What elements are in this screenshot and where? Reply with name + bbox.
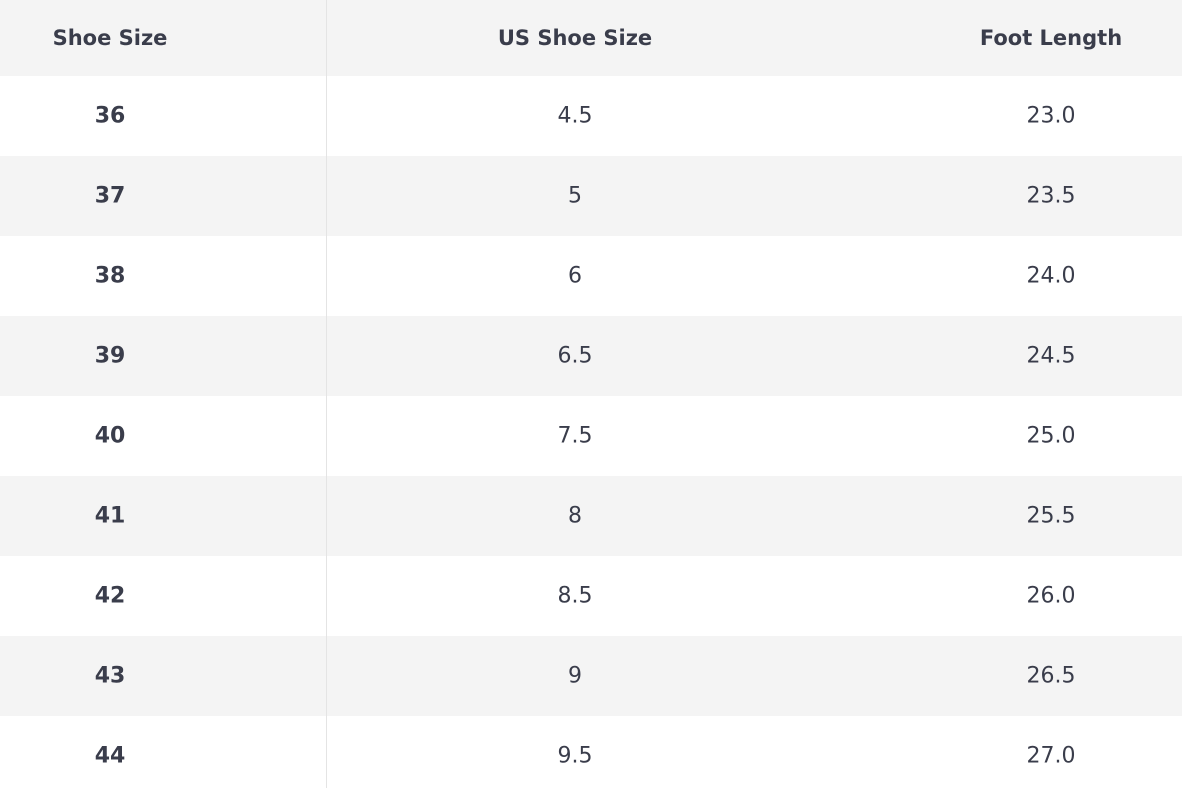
table-cell: 36 xyxy=(94,103,126,129)
table-cell: 38 xyxy=(94,263,126,289)
table-cell: 9.5 xyxy=(557,743,593,769)
table-cell: 8.5 xyxy=(557,583,593,609)
table-cell: 7.5 xyxy=(557,423,593,449)
table-cell: 25.0 xyxy=(1026,423,1076,449)
table-cell: 8 xyxy=(568,503,582,529)
table-cell: 26.0 xyxy=(1026,583,1076,609)
table-cell: 24.5 xyxy=(1026,343,1076,369)
table-cell: 23.5 xyxy=(1026,183,1076,209)
table-row: 42 8.5 26.0 xyxy=(0,556,1182,636)
table-cell: 41 xyxy=(94,503,126,529)
table-cell: 6.5 xyxy=(557,343,593,369)
header-cell: Foot Length xyxy=(979,26,1123,50)
column-divider xyxy=(326,0,327,788)
table-cell: 26.5 xyxy=(1026,663,1076,689)
table-cell: 4.5 xyxy=(557,103,593,129)
table-row: 40 7.5 25.0 xyxy=(0,396,1182,476)
table-row: 39 6.5 24.5 xyxy=(0,316,1182,396)
table-cell: 24.0 xyxy=(1026,263,1076,289)
header-row: Shoe Size US Shoe Size Foot Length xyxy=(0,0,1182,76)
table-row: 38 6 24.0 xyxy=(0,236,1182,316)
table-cell: 23.0 xyxy=(1026,103,1076,129)
table-cell: 40 xyxy=(94,423,126,449)
table-cell: 5 xyxy=(568,183,582,209)
header-cell: Shoe Size xyxy=(52,26,168,50)
table-row: 37 5 23.5 xyxy=(0,156,1182,236)
table-cell: 9 xyxy=(568,663,582,689)
table-row: 44 9.5 27.0 xyxy=(0,716,1182,788)
table-row: 43 9 26.5 xyxy=(0,636,1182,716)
table-cell: 37 xyxy=(94,183,126,209)
table-cell: 6 xyxy=(568,263,582,289)
table-cell: 27.0 xyxy=(1026,743,1076,769)
header-cell: US Shoe Size xyxy=(497,26,653,50)
table-cell: 42 xyxy=(94,583,126,609)
table-cell: 43 xyxy=(94,663,126,689)
table-cell: 44 xyxy=(94,743,126,769)
table-cell: 39 xyxy=(94,343,126,369)
table-row: 41 8 25.5 xyxy=(0,476,1182,556)
table-cell: 25.5 xyxy=(1026,503,1076,529)
table-row: 36 4.5 23.0 xyxy=(0,76,1182,156)
